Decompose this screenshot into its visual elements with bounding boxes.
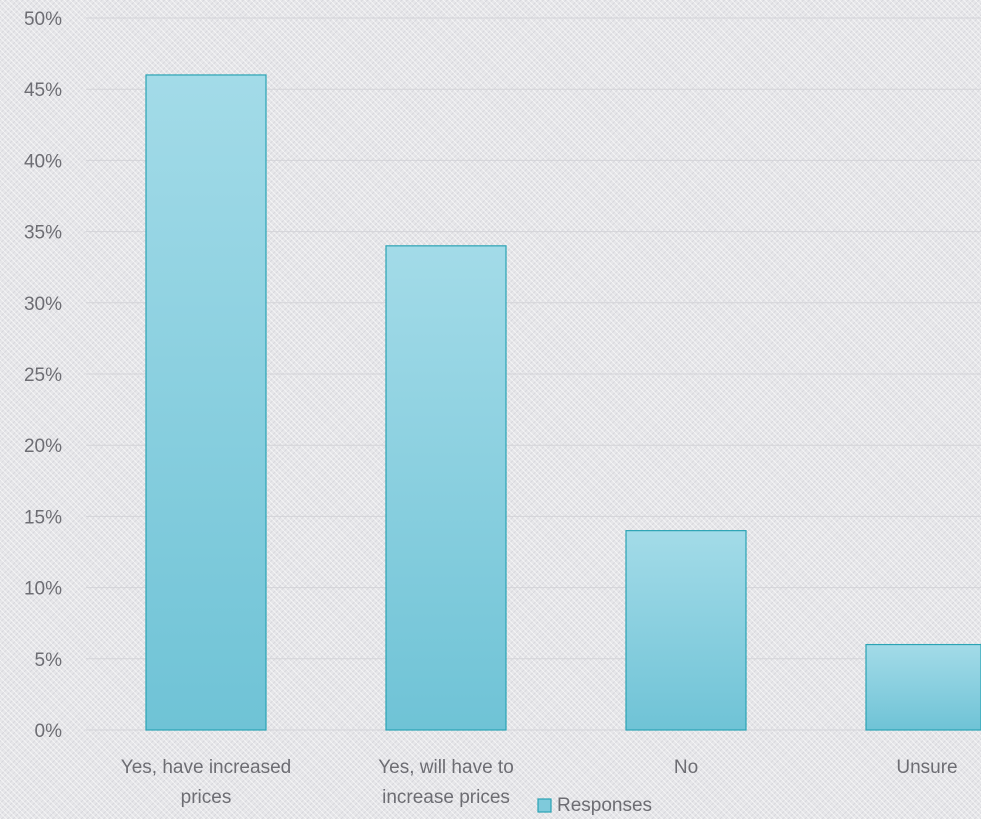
- x-tick-label: Unsure: [896, 757, 957, 778]
- y-tick-label: 5%: [35, 650, 63, 671]
- bar: [385, 245, 507, 731]
- y-tick-label: 15%: [24, 507, 62, 528]
- y-tick-label: 45%: [24, 80, 62, 101]
- x-tick-label: prices: [181, 787, 232, 808]
- y-tick-label: 50%: [24, 9, 62, 30]
- x-axis: Yes, have increased prices Yes, will have …: [121, 757, 958, 808]
- bar: [625, 530, 747, 731]
- y-tick-label: 40%: [24, 151, 62, 172]
- bar: [865, 643, 981, 731]
- y-tick-label: 25%: [24, 365, 62, 386]
- bar: [145, 74, 267, 731]
- legend-swatch: [537, 798, 552, 813]
- y-tick-label: 10%: [24, 579, 62, 600]
- x-tick-label: increase prices: [382, 787, 510, 808]
- legend: Responses: [537, 795, 652, 816]
- y-tick-label: 35%: [24, 223, 62, 244]
- x-tick-label: Yes, will have to: [378, 757, 514, 778]
- bars: [145, 74, 981, 731]
- y-tick-label: 20%: [24, 436, 62, 457]
- y-tick-label: 0%: [35, 721, 63, 742]
- x-tick-label: No: [674, 757, 698, 778]
- legend-label: Responses: [557, 795, 652, 816]
- x-tick-label: Yes, have increased: [121, 757, 291, 778]
- y-tick-label: 30%: [24, 294, 62, 315]
- y-axis: 0% 5% 10% 15% 20% 25% 30% 35% 40% 45% 50%: [24, 9, 62, 742]
